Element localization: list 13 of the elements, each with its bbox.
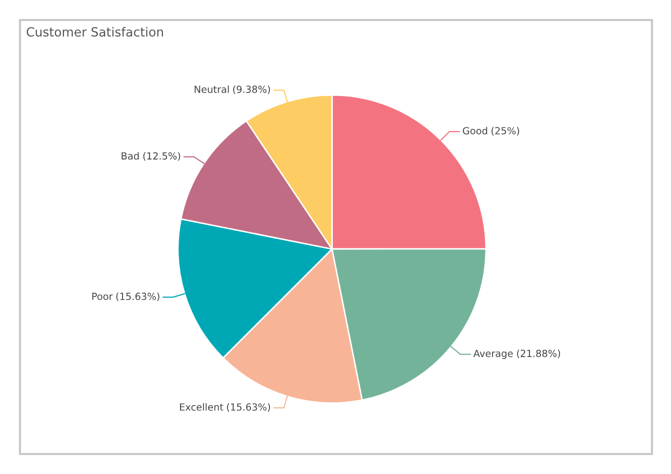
data-label: (15.63%) [116,292,160,302]
slice-label: Bad [122,152,139,160]
data-label: (25%) [492,126,520,136]
data-label: (15.63%) [227,403,270,412]
slice-label: Average [473,350,513,359]
data-label: (12.5%) [143,152,180,161]
slice-label: Excellent [180,403,224,411]
data-label: (21.88%) [517,350,560,358]
data-label: (9.38%) [233,85,270,94]
slice-label: Neutral [194,85,229,93]
chart-title: Customer Satisfaction [26,26,163,37]
slice-label: Poor [92,292,113,300]
slice-label: Good [462,126,488,134]
